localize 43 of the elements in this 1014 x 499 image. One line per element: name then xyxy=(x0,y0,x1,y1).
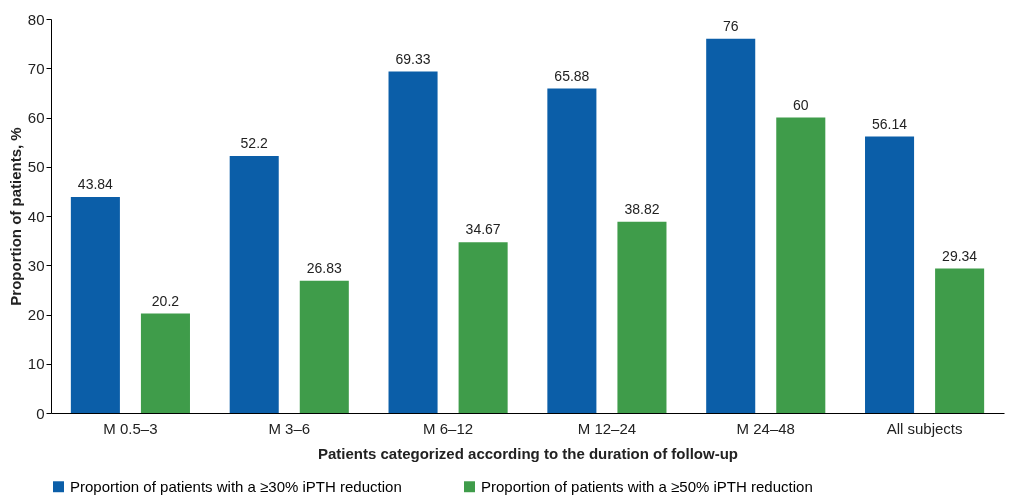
bar xyxy=(706,38,756,413)
x-tick-label: All subjects xyxy=(886,419,963,437)
y-tick-label: 10 xyxy=(27,355,45,373)
data-label: 26.83 xyxy=(306,259,343,276)
y-tick-label: 40 xyxy=(27,207,45,225)
y-tick-label: 30 xyxy=(27,256,45,274)
bar xyxy=(70,197,120,413)
bar xyxy=(140,313,190,413)
data-label: 76 xyxy=(722,17,739,34)
x-tick-label: M 24–48 xyxy=(736,419,795,437)
bar xyxy=(776,117,826,413)
y-tick-label: 60 xyxy=(27,109,45,126)
bar xyxy=(458,242,508,413)
y-axis-title: Proportion of patients, % xyxy=(6,127,24,306)
bar xyxy=(865,136,915,413)
x-tick-label: M 6–12 xyxy=(423,419,474,437)
bar xyxy=(547,88,597,413)
legend-label: Proportion of patients with a ≥30% iPTH reduction xyxy=(70,477,402,495)
y-tick-label: 20 xyxy=(27,306,45,323)
data-label: 60 xyxy=(793,96,809,113)
x-tick-label: M 0.5–3 xyxy=(103,419,158,437)
data-label: 52.2 xyxy=(240,134,269,151)
y-tick-label: 70 xyxy=(27,59,45,77)
data-label: 38.82 xyxy=(624,200,660,217)
y-tick-label: 50 xyxy=(27,158,45,176)
bar xyxy=(388,71,438,413)
x-axis-title: Patients categorized according to the duration of follow-up xyxy=(317,444,739,462)
data-label: 34.67 xyxy=(465,221,501,238)
x-tick-label: M 12–24 xyxy=(577,419,637,437)
data-label: 29.34 xyxy=(942,247,978,264)
bar xyxy=(299,280,349,413)
y-tick-label: 80 xyxy=(27,10,45,28)
bar xyxy=(935,268,985,413)
bar xyxy=(229,155,279,413)
data-label: 56.14 xyxy=(872,115,908,132)
legend-label: Proportion of patients with a ≥50% iPTH reduction xyxy=(481,477,813,495)
data-label: 65.88 xyxy=(554,67,590,84)
data-label: 20.2 xyxy=(151,292,180,309)
data-label: 43.84 xyxy=(77,176,114,193)
x-tick-label: M 3–6 xyxy=(268,419,311,437)
data-label: 69.33 xyxy=(395,50,431,67)
bar xyxy=(617,221,667,413)
y-tick-label: 0 xyxy=(36,404,45,422)
